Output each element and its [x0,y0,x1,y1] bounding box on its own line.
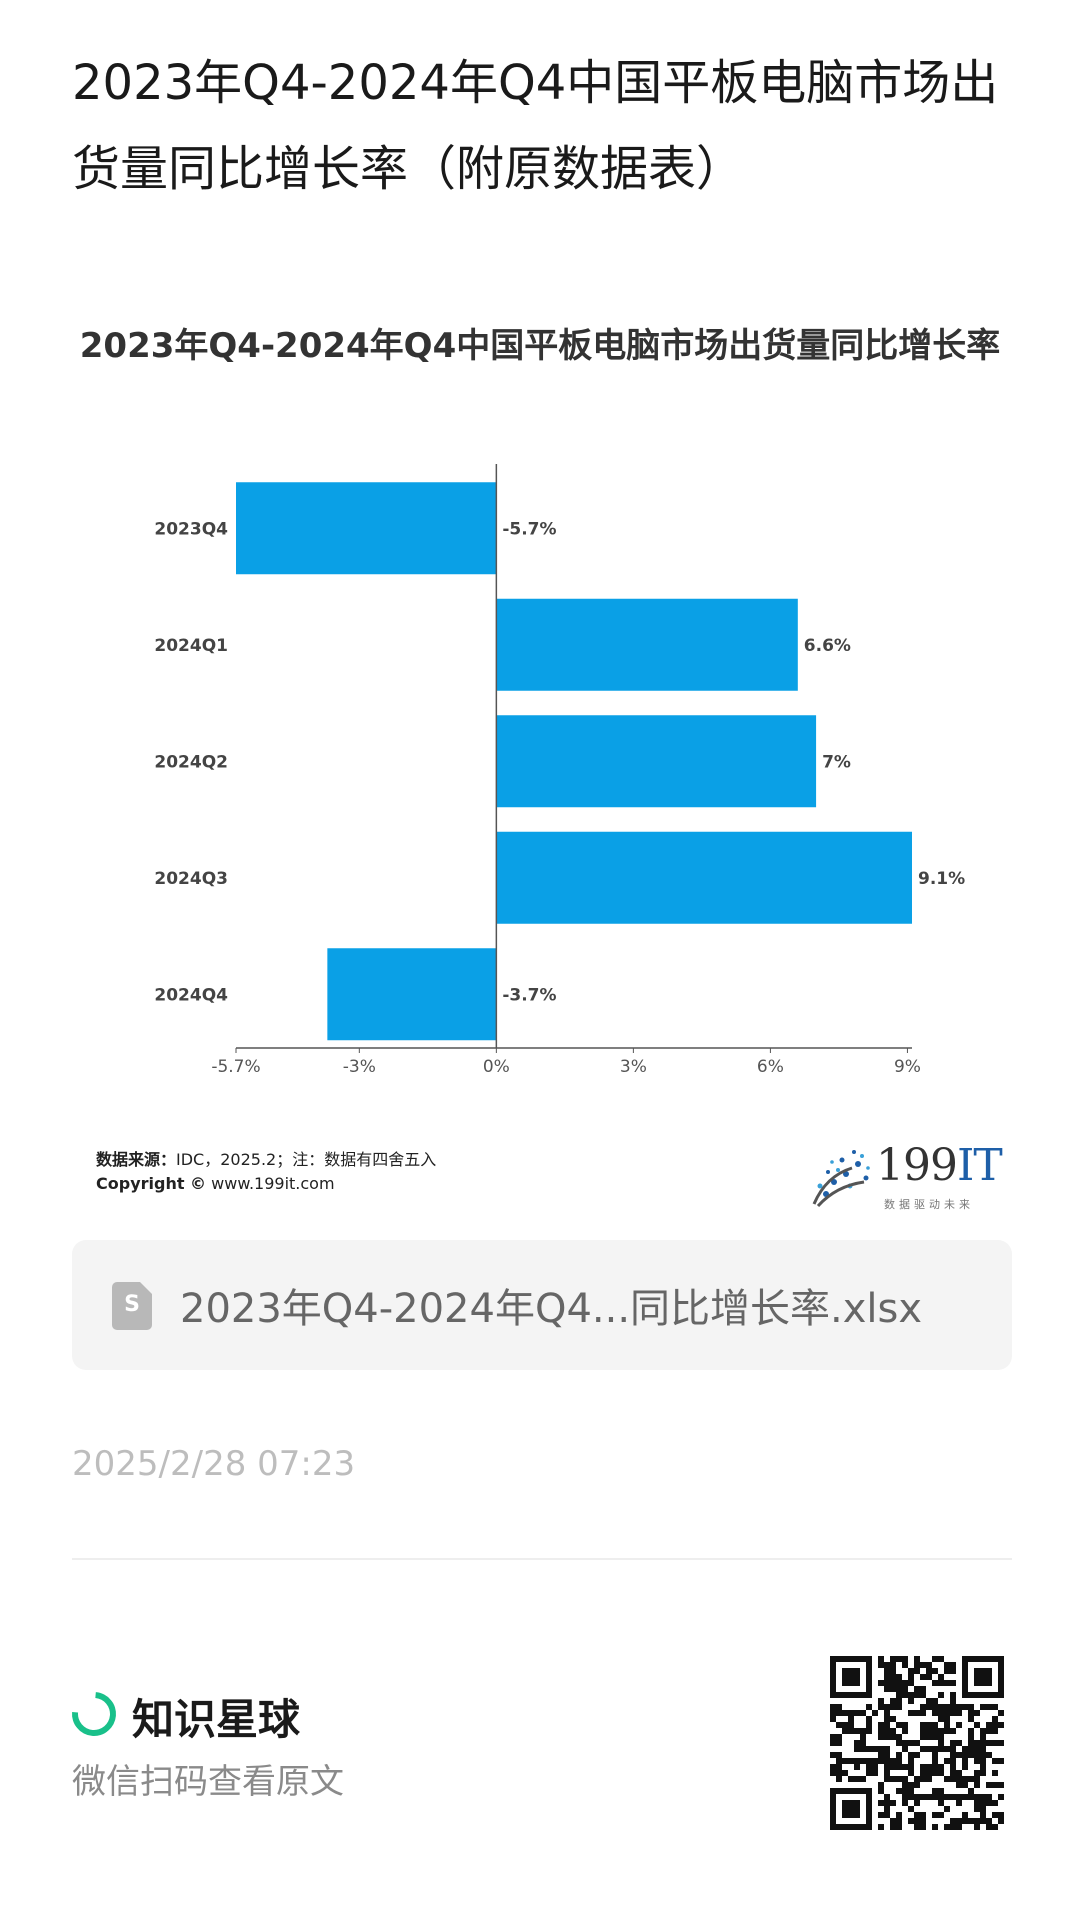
bar-2024Q2 [496,715,817,808]
199it-logo: 199IT 数据驱动未来 [806,1138,1006,1218]
chart-title: 2023年Q4-2024年Q4中国平板电脑市场出货量同比增长率 [79,326,1001,366]
x-tick-label-9%: 9% [894,1057,921,1077]
source-note: 数据来源：IDC，2025.2；注：数据有四舍五入 [96,1146,436,1170]
zsxq-logo-icon [63,1683,125,1745]
data-label-2023Q4: -5.7% [502,519,556,539]
logo-it: IT [956,1140,1003,1191]
scan-hint: 微信扫码查看原文 [72,1762,344,1802]
attachment-file-card[interactable]: S 2023年Q4-2024年Q4...同比增长率.xlsx [72,1240,1012,1370]
bar-2023Q4 [236,482,497,575]
file-name[interactable]: 2023年Q4-2024年Q4...同比增长率.xlsx [180,1286,923,1332]
copyright-note: Copyright © www.199it.com [96,1174,335,1193]
dot-burst-icon [812,1150,870,1208]
chart-card: 2023年Q4-2024年Q4中国平板电脑市场出货量同比增长率 2023Q4 -5… [0,300,1080,1220]
copyright-label: Copyright © [96,1174,207,1193]
divider [72,1558,1012,1560]
bar-2024Q4 [327,948,497,1041]
post-timestamp: 2025/2/28 07:23 [72,1444,356,1484]
source-label: 数据来源： [96,1150,177,1169]
category-label-2024Q1: 2024Q1 [154,636,228,656]
brand-name: 知识星球 [132,1695,301,1744]
category-label-2024Q4: 2024Q4 [154,985,228,1005]
category-label-2023Q4: 2023Q4 [154,519,228,539]
qr-code-icon[interactable] [830,1656,1004,1830]
x-tick-label-3%: 3% [620,1057,647,1077]
x-tick-label--5.7%: -5.7% [211,1057,260,1077]
source-text: IDC，2025.2；注：数据有四舍五入 [176,1150,437,1169]
data-label-2024Q1: 6.6% [804,636,851,656]
x-tick-label-0%: 0% [483,1057,510,1077]
bar-chart: 2023Q4 -5.7% 2024Q1 6.6% 2024Q2 7% 2024Q3 9.1% 2… [154,464,965,1077]
bar-2024Q1 [496,598,798,691]
spreadsheet-file-icon: S [112,1282,152,1330]
data-label-2024Q2: 7% [822,752,851,772]
x-tick-label--3%: -3% [343,1057,376,1077]
bar-2024Q3 [496,831,912,924]
category-label-2024Q2: 2024Q2 [154,752,228,772]
page-title: 2023年Q4-2024年Q4中国平板电脑市场出货量同比增长率（附原数据表） [72,55,999,197]
copyright-text: www.199it.com [206,1174,335,1193]
logo-number: 199 [876,1140,958,1191]
x-tick-label-6%: 6% [757,1057,784,1077]
category-label-2024Q3: 2024Q3 [154,869,228,889]
data-label-2024Q4: -3.7% [502,985,556,1005]
logo-tagline: 数据驱动未来 [884,1198,974,1211]
data-label-2024Q3: 9.1% [918,869,965,889]
